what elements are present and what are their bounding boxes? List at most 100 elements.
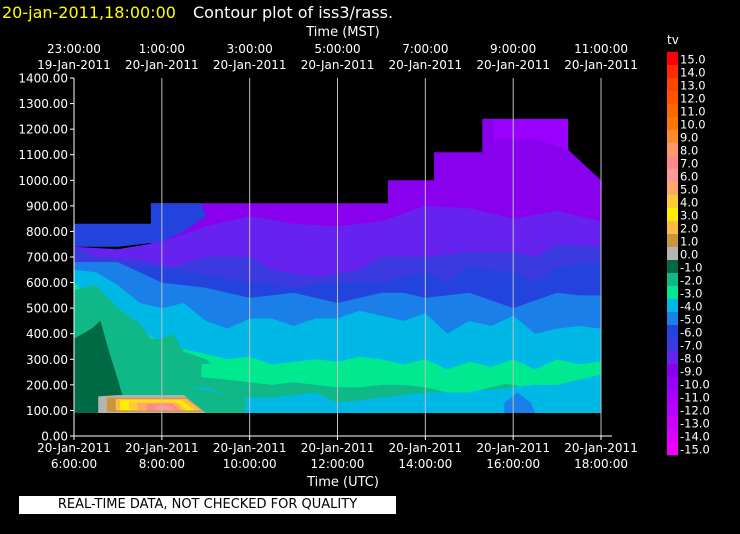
y-tick-label: 1000.00 xyxy=(18,174,68,188)
legend-swatch xyxy=(667,169,678,183)
y-tick-label: 700.00 xyxy=(26,251,68,265)
legend-label: 15.0 xyxy=(680,53,706,67)
x-top-tick-time: 5:00:00 xyxy=(314,42,360,56)
legend-swatch xyxy=(667,390,678,404)
y-tick-label: 0.00 xyxy=(41,430,68,444)
legend-swatch xyxy=(667,156,678,170)
legend-swatch xyxy=(667,286,678,300)
legend-label: -7.0 xyxy=(680,339,702,353)
color-legend: 15.014.013.012.011.010.09.08.07.06.05.04… xyxy=(667,52,710,457)
legend-swatch xyxy=(667,208,678,222)
x-top-tick-time: 3:00:00 xyxy=(227,42,273,56)
y-tick-label: 900.00 xyxy=(26,199,68,213)
legend-label: 12.0 xyxy=(680,92,706,106)
legend-swatch xyxy=(667,429,678,443)
legend-label: 8.0 xyxy=(680,144,698,158)
legend-swatch xyxy=(667,416,678,430)
legend-label: 7.0 xyxy=(680,157,698,171)
legend-swatch xyxy=(667,364,678,378)
quality-warning: REAL-TIME DATA, NOT CHECKED FOR QUALITY xyxy=(19,496,396,514)
contour-region-22 xyxy=(155,405,175,411)
y-tick-label: 1200.00 xyxy=(18,123,68,137)
x-tick-date: 20-Jan-2011 xyxy=(564,441,638,455)
x-tick-time: 18:00:00 xyxy=(574,457,628,471)
legend-label: 2.0 xyxy=(680,222,698,236)
header-datetime: 20-jan-2011,18:00:00 xyxy=(2,3,176,22)
legend-swatch xyxy=(667,247,678,261)
legend-label: -14.0 xyxy=(680,430,710,444)
x-top-tick-time: 9:00:00 xyxy=(490,42,536,56)
legend-label: -8.0 xyxy=(680,352,702,366)
chart-title: Contour plot of iss3/rass. xyxy=(193,3,393,22)
legend-label: -12.0 xyxy=(680,404,710,418)
legend-swatch xyxy=(667,351,678,365)
legend-label: 13.0 xyxy=(680,79,706,93)
x-top-tick-date: 20-Jan-2011 xyxy=(564,58,638,72)
legend-label: -11.0 xyxy=(680,391,710,405)
legend-swatch xyxy=(667,221,678,235)
legend-label: -1.0 xyxy=(680,261,702,275)
x-top-tick-time: 7:00:00 xyxy=(402,42,448,56)
legend-swatch xyxy=(667,130,678,144)
legend-label: -4.0 xyxy=(680,300,702,314)
x-tick-date: 20-Jan-2011 xyxy=(213,441,287,455)
legend-label: 14.0 xyxy=(680,66,706,80)
grid-lines xyxy=(161,78,602,436)
y-tick-label: 1300.00 xyxy=(18,97,68,111)
x-tick-date: 20-Jan-2011 xyxy=(125,441,199,455)
y-tick-label: 400.00 xyxy=(26,327,68,341)
legend-label: 9.0 xyxy=(680,131,698,145)
x-top-tick-date: 20-Jan-2011 xyxy=(125,58,199,72)
legend-label: 10.0 xyxy=(680,118,706,132)
x-top-tick-time: 23:00:00 xyxy=(47,42,101,56)
x-bottom-axis-label: Time (UTC) xyxy=(306,475,379,490)
y-tick-label: 1400.00 xyxy=(18,72,68,86)
x-axis: 20-Jan-2011 6:00:00 20-Jan-2011 8:00:00 20-J… xyxy=(37,42,638,471)
contour-region-12 xyxy=(245,397,360,413)
x-top-tick-time: 1:00:00 xyxy=(139,42,185,56)
legend-label: -9.0 xyxy=(680,365,702,379)
contour-region-14 xyxy=(74,320,123,413)
legend-label: -10.0 xyxy=(680,378,710,392)
legend-label: -3.0 xyxy=(680,287,702,301)
contour-region-10 xyxy=(201,361,601,393)
x-top-tick-date: 19-Jan-2011 xyxy=(37,58,111,72)
legend-swatch xyxy=(667,104,678,118)
legend-label: 4.0 xyxy=(680,196,698,210)
legend-swatch xyxy=(667,117,678,131)
x-tick-time: 14:00:00 xyxy=(398,457,452,471)
y-axis: 0.00 100.00 200.00 300.00 400.00 500.00 600.00… xyxy=(18,72,74,444)
y-tick-label: 800.00 xyxy=(26,225,68,239)
y-tick-label: 200.00 xyxy=(26,378,68,392)
legend-swatch xyxy=(667,91,678,105)
x-tick-date: 20-Jan-2011 xyxy=(301,441,375,455)
legend-label: 3.0 xyxy=(680,209,698,223)
legend-label: -15.0 xyxy=(680,443,710,457)
legend-swatch xyxy=(667,182,678,196)
x-tick-time: 10:00:00 xyxy=(223,457,277,471)
legend-label: 11.0 xyxy=(680,105,706,119)
legend-label: 0.0 xyxy=(680,248,698,262)
legend-swatch xyxy=(667,143,678,157)
x-top-tick-time: 11:00:00 xyxy=(574,42,628,56)
x-top-tick-date: 20-Jan-2011 xyxy=(213,58,287,72)
legend-label: -13.0 xyxy=(680,417,710,431)
contour-region-13 xyxy=(504,392,536,413)
legend-swatch xyxy=(667,52,678,66)
legend-label: -2.0 xyxy=(680,274,702,288)
legend-swatch xyxy=(667,338,678,352)
x-tick-time: 16:00:00 xyxy=(486,457,540,471)
legend-swatch xyxy=(667,260,678,274)
legend-label: -6.0 xyxy=(680,326,702,340)
legend-swatch xyxy=(667,195,678,209)
legend-swatch xyxy=(667,273,678,287)
legend-swatch xyxy=(667,403,678,417)
legend-swatch xyxy=(667,325,678,339)
contour-regions xyxy=(74,118,601,413)
legend-label: 6.0 xyxy=(680,170,698,184)
legend-title: tv xyxy=(667,33,679,47)
x-top-tick-date: 20-Jan-2011 xyxy=(389,58,463,72)
legend-swatch xyxy=(667,312,678,326)
legend-swatch xyxy=(667,234,678,248)
legend-swatch xyxy=(667,299,678,313)
